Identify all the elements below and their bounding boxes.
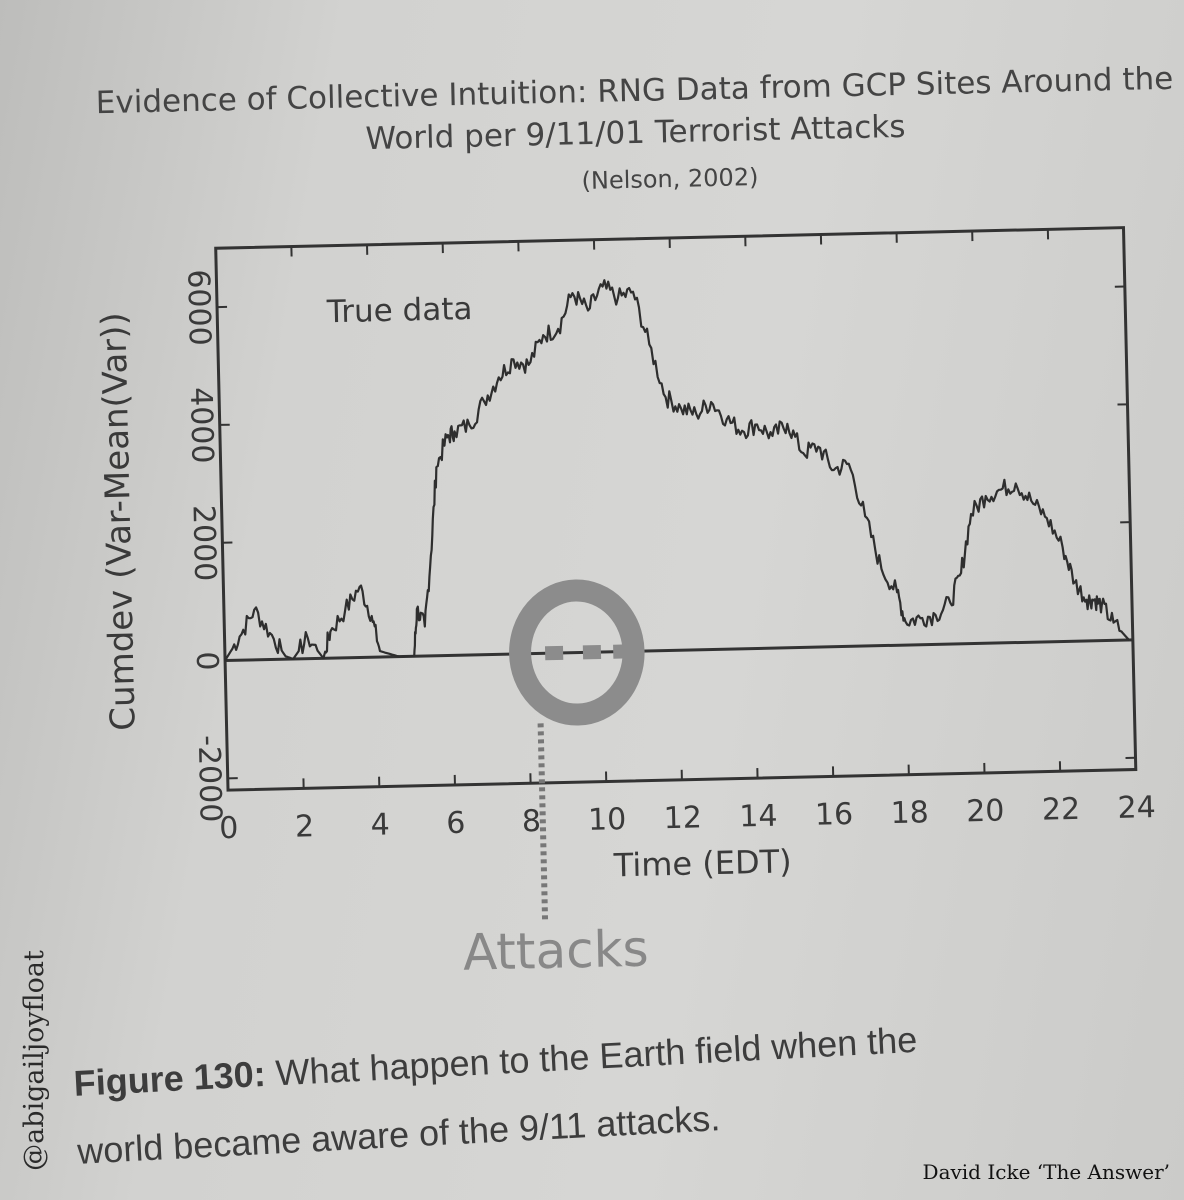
attack-marker — [582, 644, 602, 660]
y-tick-label: -2000 — [191, 735, 228, 823]
x-tick-label: 2 — [295, 809, 315, 844]
x-tick-label: 20 — [966, 793, 1005, 829]
x-tick-label: 14 — [739, 799, 778, 835]
x-tick-label: 22 — [1042, 792, 1081, 828]
figure-label: Figure 130: — [72, 1052, 267, 1104]
x-tick-label: 8 — [522, 804, 542, 839]
attack-pointer-dotted — [537, 723, 549, 924]
x-tick-label: 24 — [1117, 790, 1156, 826]
x-tick-label: 4 — [370, 807, 390, 842]
x-tick-label: 18 — [890, 795, 929, 831]
x-tick-label: 0 — [219, 811, 239, 846]
x-axis-label: Time (EDT) — [612, 842, 792, 884]
series-label: True data — [326, 291, 473, 330]
attack-marker — [613, 644, 632, 659]
attacks-label: Attacks — [462, 920, 649, 982]
watermark: @abigailjoyfloat — [18, 950, 50, 1171]
x-tick-label: 6 — [446, 806, 466, 841]
y-tick-label: 2000 — [186, 505, 223, 582]
x-tick-label: 16 — [815, 797, 854, 833]
zero-baseline — [225, 638, 1133, 663]
y-tick-label: 4000 — [183, 387, 220, 464]
y-axis-label: Cumdev (Var-Mean(Var)) — [94, 312, 143, 731]
y-tick-label: 0 — [189, 651, 224, 671]
attack-highlight-ellipse — [509, 579, 645, 726]
x-tick-label: 12 — [663, 800, 702, 836]
attack-marker — [544, 645, 564, 661]
x-tick-label: 10 — [588, 802, 627, 838]
y-tick-label: 6000 — [180, 269, 217, 346]
credit: David Icke ‘The Answer’ — [922, 1160, 1170, 1184]
series-line-true-data — [224, 279, 1130, 662]
